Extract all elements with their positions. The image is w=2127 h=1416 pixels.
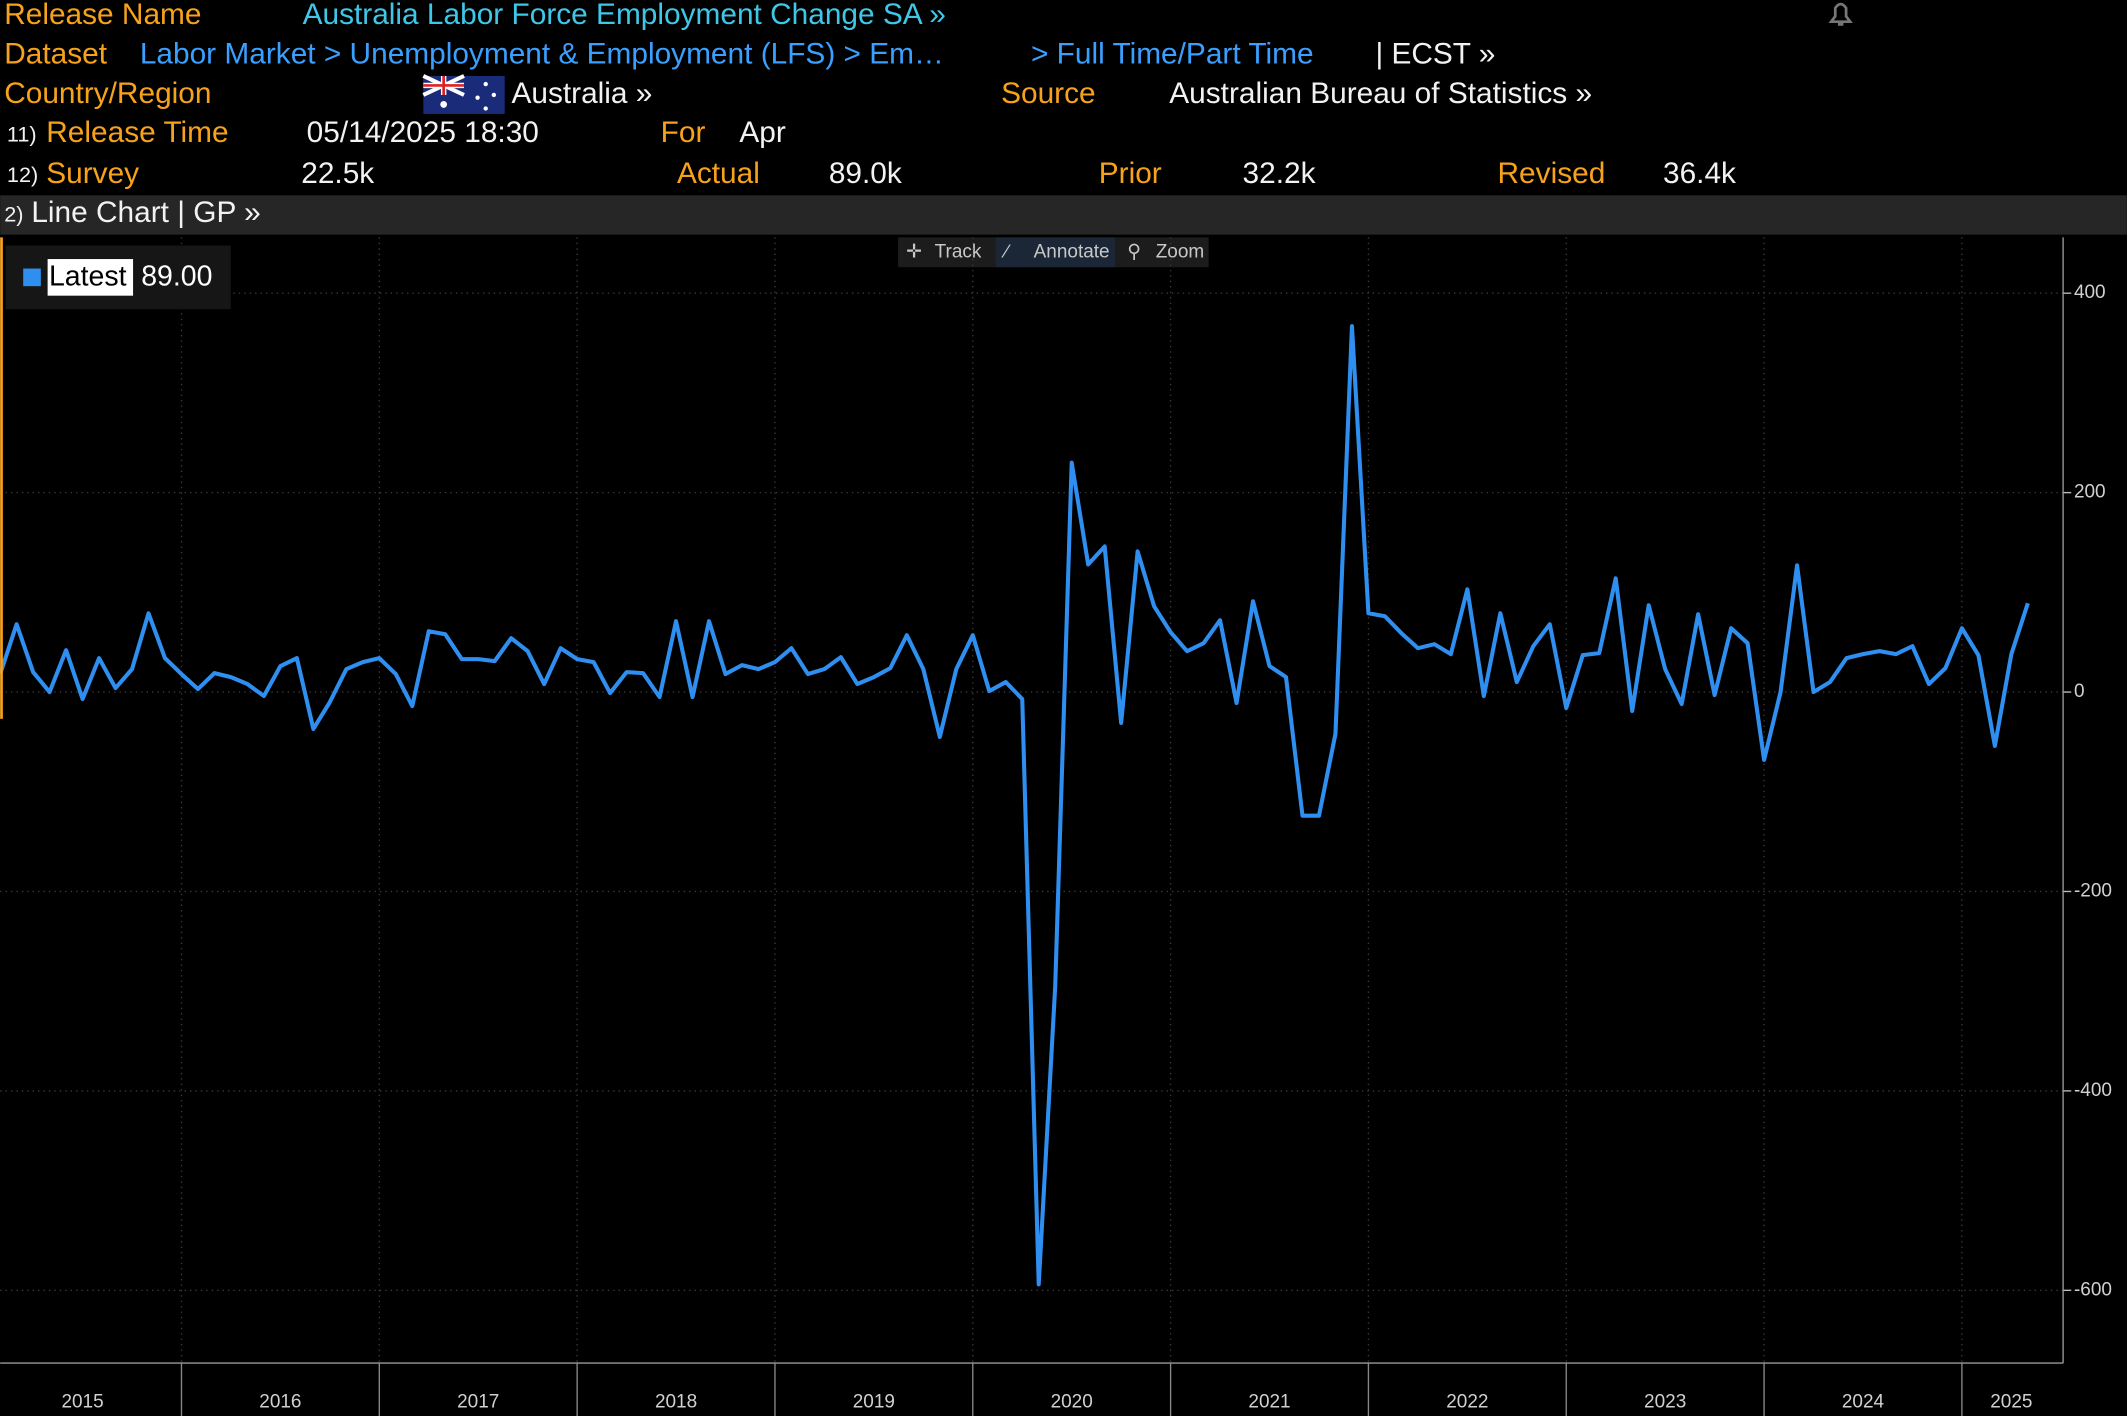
field-label: Actual [677,157,760,190]
plot: 400 200 0 -200 -400 -600 2015 2016 2017 2018 2019 2… [0,237,2112,1416]
revised: 36.4k [1663,157,1736,190]
release-time: 05/14/2025 18:30 [307,116,539,149]
release-name[interactable]: Australia Labor Force Employment Change … [303,0,946,31]
y-tick-label: -200 [2074,880,2112,901]
country[interactable]: Australia » [511,77,652,110]
field-label: Prior [1099,157,1162,190]
x-tick-label: 2021 [1248,1391,1290,1412]
panel-title[interactable]: Line Chart | GP » [31,196,260,229]
y-tick-label: 200 [2074,482,2106,503]
annotate-icon: ∕ [1001,241,1011,262]
toolbar-button[interactable]: Annotate [1034,241,1110,262]
toolbar-active [995,237,1116,268]
x-tick-label: 2025 [1990,1391,2032,1412]
track-icon: ✛ [906,241,922,262]
y-tick-label: -400 [2074,1080,2112,1101]
field-label: Source [1001,77,1096,110]
x-tick-label: 2024 [1842,1391,1884,1412]
field-label: Release Name [4,0,201,31]
field-label: Dataset [4,37,108,70]
bell-icon[interactable] [1828,2,1853,26]
field-number: 12) [7,162,38,187]
actual: 89.0k [829,157,902,190]
zoom-icon: ⚲ [1127,241,1141,262]
toolbar-button[interactable]: Zoom [1156,241,1205,262]
field-label: Country/Region [4,77,211,110]
x-tick-label: 2015 [61,1391,103,1412]
x-tick-label: 2023 [1644,1391,1686,1412]
y-tick-label: 0 [2074,681,2085,702]
selection-marker [0,237,3,719]
y-tick-label: -600 [2074,1279,2112,1300]
period: Apr [739,116,785,149]
dataset-path[interactable]: Labor Market > Unemployment & Employment… [140,37,944,70]
field-label: Revised [1498,157,1606,190]
field-label: Survey [46,157,139,190]
toolbar-button[interactable]: Track [935,241,982,262]
x-tick-label: 2018 [655,1391,697,1412]
survey: 22.5k [301,157,374,190]
legend-value: 89.00 [141,261,212,293]
x-tick-label: 2017 [457,1391,499,1412]
legend-highlight [47,259,134,296]
dataset-subpath[interactable]: > Full Time/Part Time [1031,37,1314,70]
x-tick-label: 2016 [259,1391,301,1412]
field-label: Release Time [46,116,228,149]
ticker[interactable]: | ECST » [1375,37,1495,70]
x-tick-label: 2020 [1051,1391,1093,1412]
y-tick-label: 400 [2074,282,2106,303]
flag [422,74,505,114]
prior: 32.2k [1243,157,1316,190]
legend-swatch [23,268,41,287]
x-tick-label: 2022 [1446,1391,1488,1412]
field-label: For [661,116,706,149]
source[interactable]: Australian Bureau of Statistics » [1169,77,1592,110]
series-line [0,324,2030,1287]
panel-number: 2) [4,201,23,226]
field-number: 11) [7,121,37,146]
panel-bar [0,195,2127,235]
legend-entry: Latest [49,261,127,293]
x-tick-label: 2019 [853,1391,895,1412]
